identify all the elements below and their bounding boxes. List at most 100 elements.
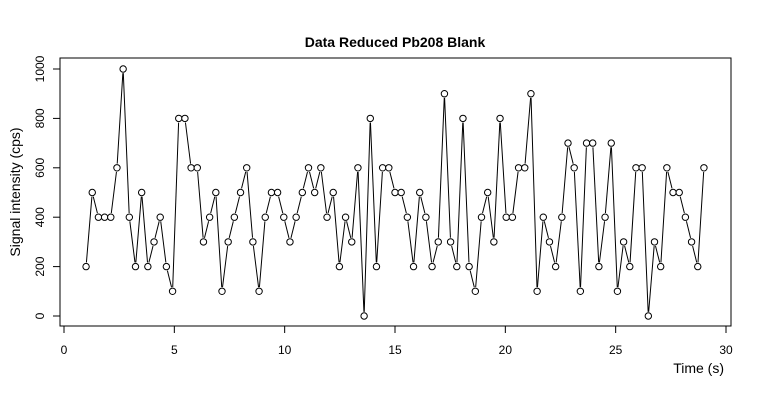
series-line-segment: [148, 245, 154, 263]
series-line-segment: [679, 196, 685, 214]
data-point: [477, 213, 486, 221]
data-point: [650, 238, 659, 246]
series-line-segment: [210, 196, 216, 214]
series-line-segment: [648, 246, 655, 312]
data-point: [88, 188, 96, 197]
x-tick-label: 20: [499, 343, 513, 357]
series-line-segment: [512, 171, 519, 214]
series-line-segment: [499, 122, 507, 214]
data-point: [218, 287, 226, 295]
series-line-segment: [413, 196, 420, 263]
data-point: [335, 262, 344, 271]
data-point: [304, 164, 313, 172]
series-line-segment: [351, 171, 359, 238]
series-line-segment: [660, 171, 668, 263]
series-line-segment: [641, 171, 649, 312]
series-line-segment: [154, 221, 160, 238]
data-point: [465, 262, 473, 271]
data-point: [205, 213, 214, 221]
data-point: [551, 262, 560, 271]
data-point: [694, 262, 702, 271]
data-point: [589, 139, 597, 147]
data-point: [453, 262, 461, 271]
series-line-segment: [203, 221, 210, 238]
series-line-segment: [407, 221, 414, 263]
data-point: [100, 213, 109, 221]
data-point: [323, 213, 331, 221]
series-line-segment: [160, 221, 167, 263]
data-point: [570, 164, 578, 172]
x-tick-label: 0: [61, 343, 68, 357]
y-tick-label: 400: [33, 207, 47, 227]
series-line-segment: [487, 196, 494, 238]
series-line-segment: [550, 245, 556, 263]
series-line-segment: [524, 97, 532, 164]
data-point: [113, 164, 121, 172]
series-line-segment: [222, 246, 229, 288]
series-line-segment: [604, 147, 612, 214]
series-line-segment: [610, 147, 618, 288]
data-point: [675, 188, 683, 197]
data-point: [582, 139, 591, 147]
data-point: [502, 213, 510, 221]
series-line-segment: [493, 122, 501, 238]
series-line-segment: [451, 245, 457, 263]
data-point: [243, 164, 251, 172]
series-line-segment: [290, 221, 296, 238]
series-line-segment: [580, 147, 587, 288]
series-line-segment: [401, 196, 407, 214]
data-point: [644, 312, 653, 320]
data-point: [310, 188, 319, 197]
data-point: [212, 188, 220, 197]
data-point: [187, 164, 195, 172]
y-axis: 0 200 400 600 800 1000: [33, 55, 61, 319]
data-point: [286, 238, 294, 246]
data-point: [366, 114, 374, 123]
data-point: [144, 262, 152, 271]
series-line-segment: [555, 221, 562, 263]
series-line-segment: [265, 196, 271, 214]
series-line-segment: [667, 171, 673, 189]
series-line-segment: [92, 196, 98, 214]
data-point: [150, 238, 158, 246]
series-line-segment: [598, 221, 606, 263]
series-line-segment: [469, 270, 475, 288]
data-point: [521, 164, 529, 172]
series-line-segment: [475, 221, 482, 288]
series-line-segment: [432, 245, 438, 263]
data-point: [329, 188, 337, 197]
series-line-segment: [141, 196, 149, 263]
data-point: [82, 262, 90, 271]
series-line-segment: [592, 147, 600, 263]
x-tick-label: 15: [388, 343, 402, 357]
data-point: [273, 188, 282, 197]
data-point: [428, 262, 436, 271]
data-point: [576, 287, 585, 295]
series-line-segment: [617, 246, 624, 288]
series-line-segment: [252, 246, 260, 288]
series-line-segment: [135, 196, 142, 263]
data-point: [267, 188, 276, 197]
series-line-segment: [561, 147, 569, 214]
series-line-segment: [228, 221, 234, 238]
data-point: [255, 287, 263, 295]
series-line-segment: [85, 196, 93, 263]
data-point: [700, 164, 708, 172]
series-line-segment: [482, 196, 488, 214]
data-point: [354, 164, 362, 172]
data-point: [261, 213, 269, 221]
data-point: [181, 114, 189, 123]
data-point: [527, 90, 535, 98]
data-point: [162, 262, 171, 271]
data-point: [483, 188, 492, 197]
data-point: [446, 238, 455, 246]
series-line-segment: [315, 171, 321, 189]
data-point: [533, 287, 541, 295]
data-point: [459, 114, 467, 123]
data-point: [508, 213, 517, 221]
series-line-segment: [241, 171, 247, 189]
data-point: [385, 164, 393, 172]
series-line-segment: [692, 245, 698, 263]
data-point: [125, 213, 134, 221]
data-point: [514, 164, 523, 172]
